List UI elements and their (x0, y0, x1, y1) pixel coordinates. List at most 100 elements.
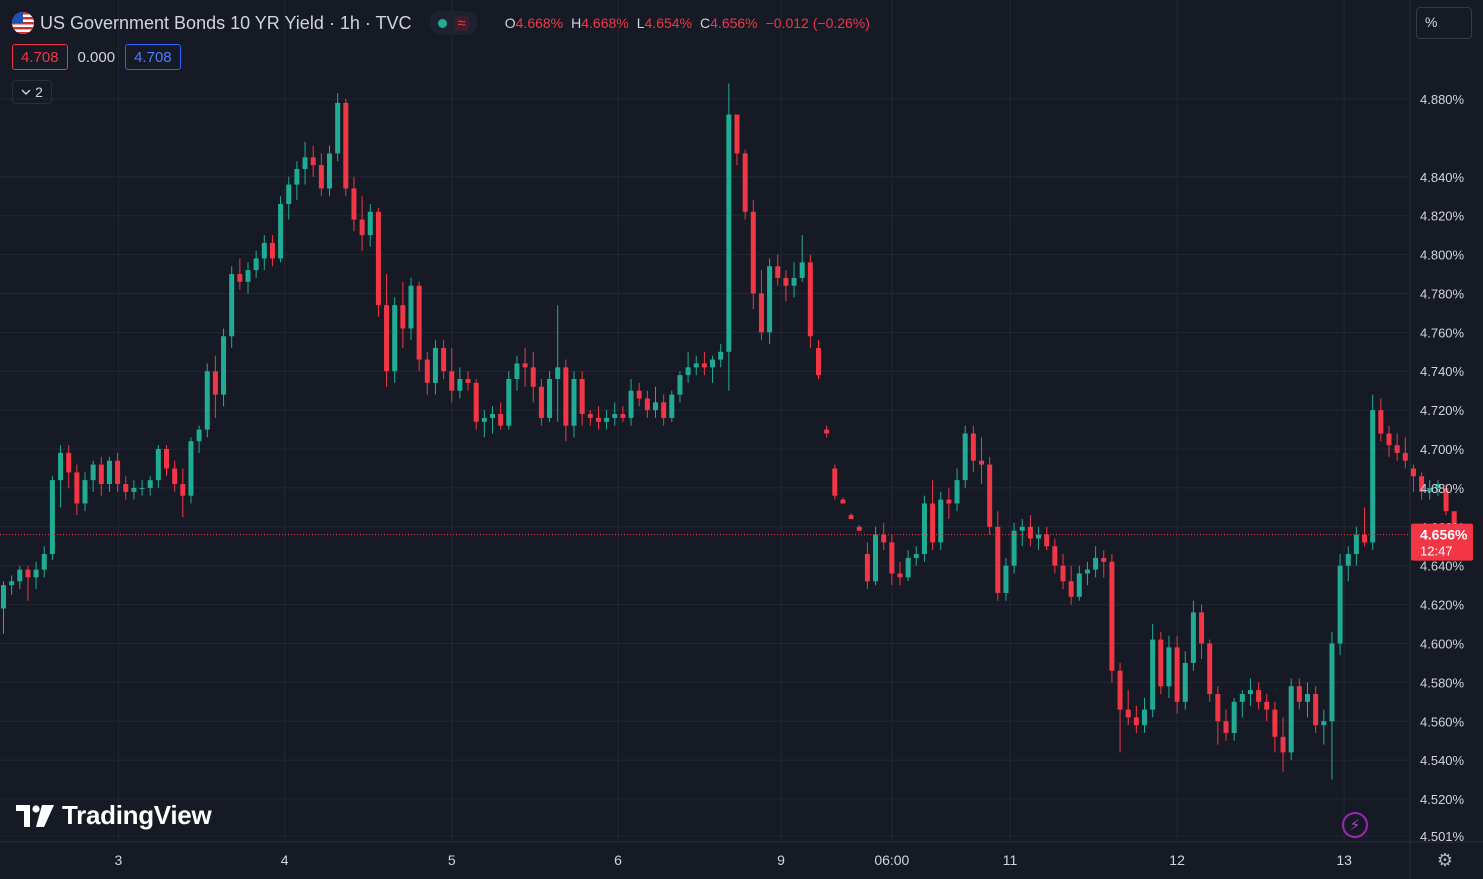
candle (1093, 546, 1099, 578)
candle-body (995, 526, 1001, 593)
candle (693, 355, 699, 376)
candle-body (620, 414, 626, 418)
candle (579, 371, 585, 426)
candle (1166, 635, 1172, 698)
candle (1076, 565, 1082, 601)
candle-body (1402, 452, 1408, 461)
candle-body (74, 472, 80, 504)
candle-body (897, 573, 903, 578)
candle-body (424, 359, 430, 383)
candle-body (970, 433, 976, 461)
price-tick-label: 4.680% (1420, 481, 1465, 496)
candle (889, 534, 895, 586)
candle (1133, 705, 1139, 733)
candle (1256, 682, 1262, 710)
price-tick-label: 4.700% (1420, 442, 1465, 457)
candle-body (294, 169, 300, 185)
candle (783, 270, 789, 302)
time-tick-label: 11 (1003, 852, 1018, 868)
candle (734, 114, 740, 166)
candle (1044, 526, 1050, 551)
percent-scale-button[interactable]: % (1416, 7, 1472, 39)
candle (547, 371, 553, 422)
candle (1247, 678, 1253, 706)
lightning-icon[interactable]: ⚡ (1342, 812, 1368, 838)
candle (164, 445, 169, 477)
gear-icon[interactable]: ⚙ (1436, 849, 1454, 870)
candle-body (677, 375, 683, 395)
indicators-toggle-button[interactable]: 2 (12, 80, 52, 104)
candle-body (212, 371, 218, 395)
spread-value: 0.000 (77, 48, 116, 66)
candle-body (343, 102, 349, 189)
candle (449, 347, 455, 403)
candle-body (58, 452, 64, 481)
candle-body (367, 211, 373, 236)
candle-body (335, 102, 341, 154)
candle-body (481, 417, 487, 422)
candle (987, 456, 993, 535)
candle (123, 476, 129, 500)
candle (1223, 709, 1229, 741)
tradingview-logo[interactable]: TradingView (16, 800, 212, 831)
candle-body (147, 480, 153, 488)
candle-body (90, 464, 96, 481)
candle (897, 561, 903, 586)
candle-body (685, 367, 691, 376)
candle-body (286, 184, 292, 205)
candle-body (1174, 647, 1180, 702)
candle-body (530, 367, 536, 387)
candle-body (522, 363, 528, 368)
candle (367, 204, 373, 247)
candle (530, 351, 536, 403)
candle-body (1101, 557, 1107, 562)
candle-body (693, 363, 699, 368)
candle-body (701, 363, 707, 368)
candle-body (538, 386, 544, 418)
us-flag-icon (12, 12, 34, 34)
candle-body (1019, 526, 1025, 531)
candle (864, 542, 870, 590)
price-tick-label: 4.840% (1420, 170, 1465, 185)
time-tick-label: 12 (1169, 852, 1185, 868)
tradingview-logo-icon (16, 804, 54, 827)
candle (98, 456, 104, 496)
candle-body (1109, 561, 1115, 671)
candle-body (1313, 694, 1319, 726)
price-tick-label: 4.640% (1420, 559, 1465, 574)
current-price-tag: 4.656%12:47 (1411, 523, 1473, 561)
candle-body (9, 581, 15, 586)
candle-body (1052, 546, 1058, 566)
time-tick-label: 5 (448, 852, 456, 868)
candle-body (661, 402, 667, 418)
time-tick-label: 3 (115, 852, 123, 868)
candle (1337, 554, 1343, 656)
candle-body (1158, 639, 1164, 687)
candle (938, 491, 944, 551)
candle-body (1150, 639, 1156, 710)
candle-body (310, 157, 316, 166)
candle (750, 200, 756, 310)
symbol-legend: US Government Bonds 10 YR Yield · 1h · T… (12, 10, 870, 36)
candle (930, 480, 936, 551)
candle (172, 460, 178, 492)
candle-body (33, 569, 39, 578)
candle-body (1060, 565, 1066, 582)
candle-body (261, 242, 267, 259)
candle-body (816, 347, 821, 376)
candle-body (718, 351, 724, 360)
candle-body (604, 417, 610, 422)
candle-body (979, 460, 984, 465)
candle (180, 468, 186, 518)
low-value: 4.654% (644, 15, 693, 31)
buy-button[interactable]: 4.708 (125, 44, 181, 70)
symbol-title[interactable]: US Government Bonds 10 YR Yield · 1h · T… (40, 12, 412, 33)
sell-button[interactable]: 4.708 (12, 44, 68, 70)
candle-body (1, 585, 6, 609)
candle-body (767, 266, 773, 333)
candle-body (1133, 717, 1139, 726)
market-status[interactable]: ≈ (429, 11, 477, 35)
candle (1101, 550, 1107, 578)
